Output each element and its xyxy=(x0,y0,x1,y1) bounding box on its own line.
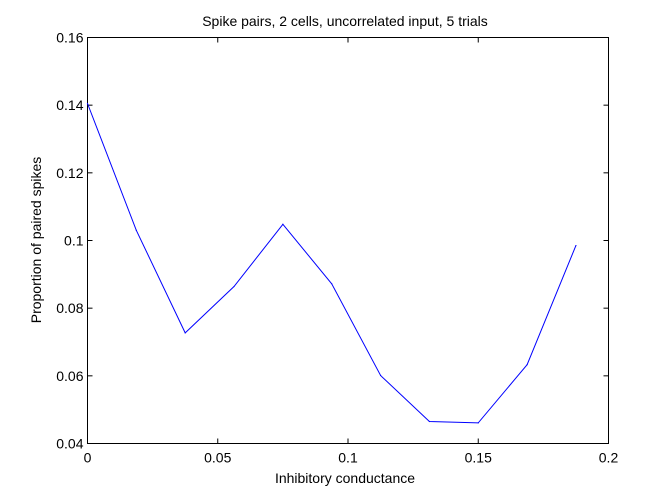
data-point xyxy=(282,223,284,225)
x-tick-label: 0.15 xyxy=(465,450,492,466)
data-point xyxy=(184,332,186,334)
x-tick-label: 0 xyxy=(84,450,92,466)
y-axis: 0.04 0.06 0.08 0.1 0.12 0.14 0.16 xyxy=(56,30,609,452)
data-point xyxy=(331,283,333,285)
data-point xyxy=(575,244,577,247)
plot-frame xyxy=(87,37,609,444)
y-tick-label: 0.1 xyxy=(64,233,84,249)
x-tick-label: 0.2 xyxy=(599,450,619,466)
data-point xyxy=(86,102,89,105)
x-tick-label: 0.1 xyxy=(338,450,358,466)
plot-area xyxy=(87,37,609,444)
data-point xyxy=(526,364,528,366)
x-tick-label: 0.05 xyxy=(204,450,231,466)
y-tick-label: 0.16 xyxy=(56,30,83,46)
data-point xyxy=(428,420,431,423)
y-tick-label: 0.14 xyxy=(56,97,83,113)
chart-title: Spike pairs, 2 cells, uncorrelated input… xyxy=(202,13,488,29)
x-axis: 0 0.05 0.1 0.15 0.2 xyxy=(84,37,619,466)
x-axis-label: Inhibitory conductance xyxy=(275,470,415,486)
y-axis-label: Proportion of paired spikes xyxy=(28,157,44,324)
y-tick-label: 0.04 xyxy=(56,436,83,452)
data-point xyxy=(135,229,137,231)
series-layer xyxy=(86,102,577,424)
y-tick-label: 0.12 xyxy=(56,165,83,181)
data-point xyxy=(477,422,479,424)
data-point xyxy=(379,374,382,377)
data-point xyxy=(233,285,235,288)
y-tick-label: 0.06 xyxy=(56,368,83,384)
y-tick-label: 0.08 xyxy=(56,300,83,316)
